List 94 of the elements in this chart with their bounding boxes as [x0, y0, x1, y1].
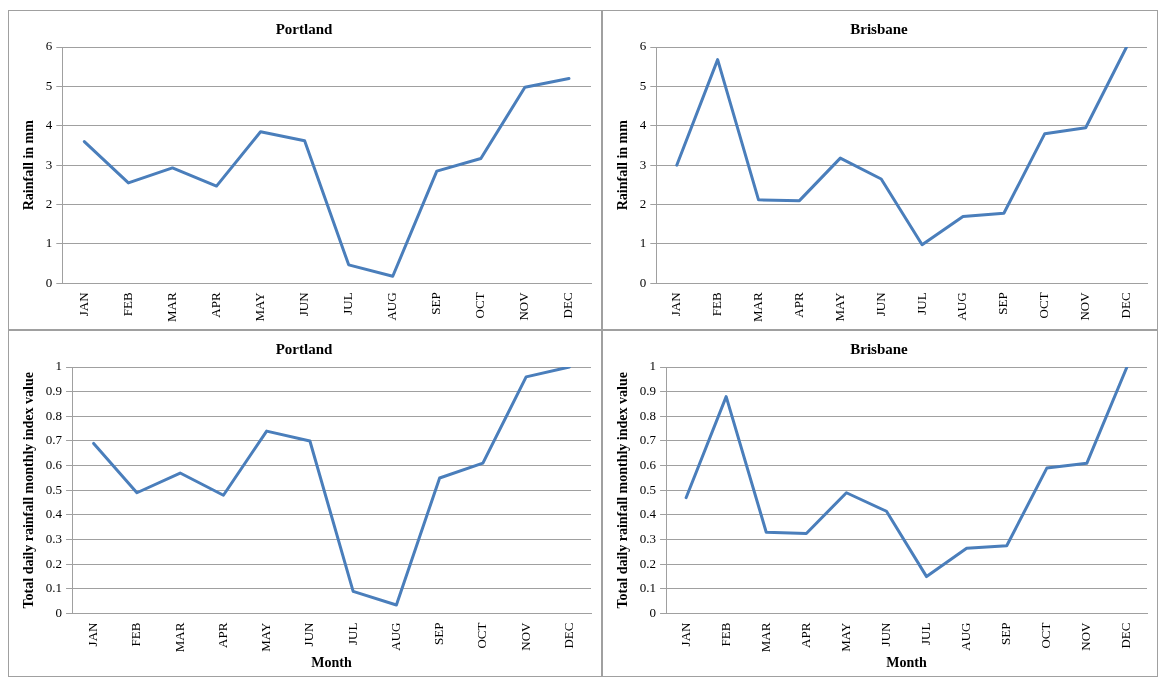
y-tick-label: 4 — [45, 117, 53, 133]
y-tick-label: 1 — [45, 235, 53, 251]
y-tick-label: 0 — [55, 605, 63, 620]
x-tick-label: FEB — [128, 622, 144, 647]
x-tick-label: JAN — [85, 621, 101, 647]
x-tick-label: APR — [790, 292, 806, 318]
chart-title: Portland — [275, 340, 333, 357]
y-tick-label: 6 — [45, 38, 53, 54]
y-tick-label: 0 — [45, 274, 53, 290]
x-tick-label: DEC — [1117, 292, 1133, 319]
x-tick-label: MAR — [749, 292, 765, 323]
x-tick-label: JUL — [917, 622, 933, 645]
y-tick-label: 0.4 — [45, 506, 63, 522]
x-tick-label: NOV — [517, 621, 533, 651]
x-axis-title: Month — [886, 655, 927, 671]
x-tick-label: MAR — [163, 292, 179, 323]
y-tick-label: 1 — [55, 358, 63, 374]
chart-title: Brisbane — [850, 20, 909, 37]
x-tick-label: OCT — [474, 622, 490, 649]
x-tick-label: JUL — [913, 292, 929, 315]
x-tick-label: JUN — [296, 291, 312, 317]
x-tick-label: APR — [797, 622, 813, 648]
x-tick-label: JUN — [872, 291, 888, 317]
y-tick-label: 6 — [639, 38, 647, 54]
y-tick-label: 2 — [45, 196, 53, 212]
y-tick-label: 1 — [649, 358, 657, 374]
y-tick-label: 0.6 — [45, 457, 63, 473]
y-tick-label: 0 — [649, 605, 657, 620]
y-tick-label: 2 — [639, 196, 647, 212]
x-tick-label: AUG — [384, 292, 400, 321]
x-tick-label: OCT — [1038, 622, 1054, 649]
y-axis-title: Rainfall in mm — [21, 119, 37, 211]
y-tick-label: 3 — [45, 156, 53, 172]
y-tick-label: 1 — [639, 235, 647, 251]
x-tick-label: JUL — [340, 292, 356, 315]
y-tick-label: 5 — [45, 77, 53, 93]
y-tick-label: 3 — [639, 156, 647, 172]
x-tick-label: AUG — [958, 622, 974, 651]
x-tick-label: DEC — [560, 292, 576, 319]
x-tick-label: MAY — [251, 291, 267, 322]
y-axis-title: Rainfall in mm — [615, 119, 631, 211]
y-tick-label: 5 — [639, 77, 647, 93]
x-tick-label: SEP — [998, 622, 1014, 645]
x-tick-label: OCT — [1036, 292, 1052, 319]
y-tick-label: 0.7 — [45, 432, 63, 448]
y-tick-label: 0.5 — [45, 481, 63, 497]
x-tick-label: JAN — [75, 291, 91, 317]
y-tick-label: 0.4 — [639, 506, 657, 522]
y-tick-label: 0.8 — [639, 407, 657, 423]
x-tick-label: FEB — [119, 292, 135, 317]
x-tick-label: MAR — [757, 622, 773, 653]
x-tick-label: JUN — [301, 621, 317, 647]
y-tick-label: 0.9 — [639, 383, 657, 399]
y-tick-label: 0.1 — [45, 580, 63, 596]
y-axis-title: Total daily rainfall monthly index value — [615, 372, 631, 609]
x-tick-label: DEC — [1118, 622, 1134, 649]
x-tick-label: MAR — [171, 622, 187, 653]
x-tick-label: JUL — [344, 622, 360, 645]
y-tick-label: 0.2 — [639, 555, 657, 571]
x-tick-label: NOV — [1077, 291, 1093, 321]
y-tick-label: 0.3 — [45, 531, 63, 547]
y-tick-label: 0.7 — [639, 432, 657, 448]
x-tick-label: AUG — [387, 622, 403, 651]
chart-title: Brisbane — [850, 340, 909, 357]
x-tick-label: MAY — [258, 621, 274, 652]
x-tick-label: SEP — [995, 292, 1011, 315]
x-tick-label: AUG — [954, 292, 970, 321]
x-tick-label: FEB — [717, 622, 733, 647]
x-tick-label: DEC — [560, 622, 576, 649]
y-tick-label: 0.1 — [639, 580, 657, 596]
y-tick-label: 0.3 — [639, 531, 657, 547]
x-tick-label: NOV — [1078, 621, 1094, 651]
y-tick-label: 0 — [639, 274, 647, 290]
y-tick-label: 0.2 — [45, 555, 63, 571]
x-tick-label: FEB — [709, 292, 725, 317]
x-tick-label: JAN — [677, 621, 693, 647]
x-tick-label: APR — [207, 292, 223, 318]
x-tick-label: SEP — [428, 292, 444, 315]
x-tick-label: OCT — [472, 292, 488, 319]
x-tick-label: JAN — [668, 291, 684, 317]
x-tick-label: NOV — [516, 291, 532, 321]
chart-title: Portland — [275, 20, 333, 37]
y-tick-label: 0.5 — [639, 481, 657, 497]
x-axis-title: Month — [311, 655, 352, 671]
y-tick-label: 4 — [639, 117, 647, 133]
x-tick-label: APR — [214, 622, 230, 648]
y-tick-label: 0.9 — [45, 383, 63, 399]
x-tick-label: MAY — [831, 291, 847, 322]
y-tick-label: 0.6 — [639, 457, 657, 473]
y-tick-label: 0.8 — [45, 407, 63, 423]
x-tick-label: SEP — [431, 622, 447, 645]
x-tick-label: MAY — [837, 621, 853, 652]
x-tick-label: JUN — [877, 621, 893, 647]
y-axis-title: Total daily rainfall monthly index value — [21, 372, 37, 609]
